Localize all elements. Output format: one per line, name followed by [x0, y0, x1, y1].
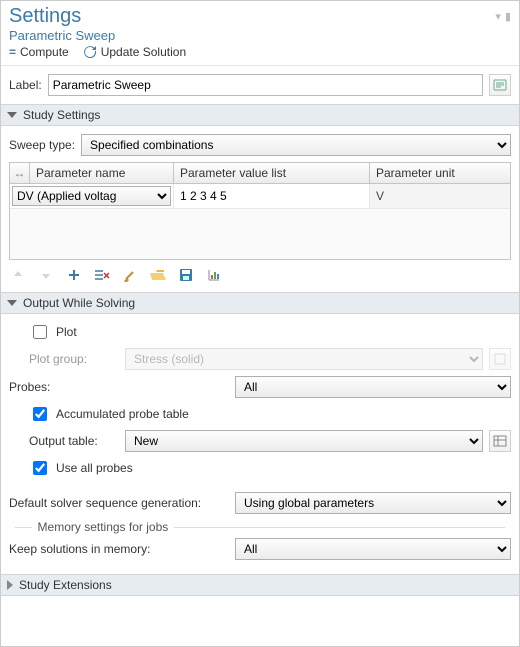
memory-settings-label: Memory settings for jobs — [38, 520, 169, 534]
probes-select[interactable]: All — [235, 376, 511, 398]
plot-group-settings-button — [489, 348, 511, 370]
label-options-button[interactable] — [489, 74, 511, 96]
folder-open-icon — [150, 268, 166, 282]
arrow-down-icon — [39, 268, 53, 282]
update-label: Update Solution — [101, 45, 186, 59]
save-button[interactable] — [177, 266, 195, 284]
compute-button[interactable]: = Compute — [9, 45, 69, 59]
default-solver-label: Default solver sequence generation: — [9, 496, 229, 510]
broom-icon — [123, 268, 137, 282]
sweep-type-select[interactable]: Specified combinations — [81, 134, 511, 156]
use-all-probes-label: Use all probes — [56, 461, 133, 475]
move-up-button[interactable] — [9, 266, 27, 284]
update-solution-button[interactable]: Update Solution — [83, 45, 186, 59]
label-input[interactable] — [48, 74, 483, 96]
table-row[interactable]: DV (Applied voltag V — [10, 184, 510, 209]
output-table-label: Output table: — [29, 434, 119, 448]
plot-group-select: Stress (solid) — [125, 348, 483, 370]
label-field-label: Label: — [9, 78, 42, 92]
section-output-title: Output While Solving — [23, 296, 135, 310]
table-corner-icon[interactable]: ↔ — [10, 163, 30, 183]
table-icon — [493, 434, 507, 448]
compute-label: Compute — [20, 45, 69, 59]
parameter-table: ↔ Parameter name Parameter value list Pa… — [9, 162, 511, 260]
add-button[interactable] — [65, 266, 83, 284]
pin-icon[interactable]: ▮ — [505, 10, 511, 23]
section-study-settings-title: Study Settings — [23, 108, 100, 122]
plot-button[interactable] — [205, 266, 223, 284]
delete-button[interactable] — [93, 266, 111, 284]
settings-icon — [493, 352, 507, 366]
output-table-select[interactable]: New — [125, 430, 483, 452]
param-name-select[interactable]: DV (Applied voltag — [12, 186, 171, 206]
panel-subtitle: Parametric Sweep — [1, 28, 519, 43]
use-all-probes-checkbox[interactable] — [33, 461, 47, 475]
param-values-input[interactable] — [176, 186, 367, 206]
compute-icon: = — [9, 45, 16, 59]
default-solver-select[interactable]: Using global parameters — [235, 492, 511, 514]
col-parameter-unit[interactable]: Parameter unit — [370, 163, 510, 183]
accumulated-probe-label: Accumulated probe table — [56, 407, 189, 421]
plot-checkbox-label: Plot — [56, 325, 77, 339]
section-study-extensions-header[interactable]: Study Extensions — [1, 574, 519, 596]
load-button[interactable] — [149, 266, 167, 284]
param-unit-cell[interactable]: V — [370, 184, 510, 208]
keep-solutions-label: Keep solutions in memory: — [9, 542, 229, 556]
accumulated-probe-checkbox[interactable] — [33, 407, 47, 421]
expand-icon — [7, 300, 17, 306]
refresh-icon — [83, 45, 97, 59]
plot-checkbox[interactable] — [33, 325, 47, 339]
plus-icon — [67, 268, 81, 282]
chart-icon — [207, 268, 221, 282]
section-study-extensions-title: Study Extensions — [19, 578, 112, 592]
save-icon — [179, 268, 193, 282]
expand-icon — [7, 112, 17, 118]
minimize-icon[interactable]: ▾ — [495, 10, 501, 23]
col-parameter-name[interactable]: Parameter name — [30, 163, 174, 183]
output-table-settings-button[interactable] — [489, 430, 511, 452]
plot-group-label: Plot group: — [29, 352, 119, 366]
panel-title: Settings — [9, 5, 495, 28]
tag-icon — [493, 78, 507, 92]
collapse-icon — [7, 580, 13, 590]
arrow-up-icon — [11, 268, 25, 282]
list-delete-icon — [94, 268, 110, 282]
table-empty-area — [10, 209, 510, 259]
section-output-header[interactable]: Output While Solving — [1, 292, 519, 314]
probes-label: Probes: — [9, 380, 229, 394]
move-down-button[interactable] — [37, 266, 55, 284]
keep-solutions-select[interactable]: All — [235, 538, 511, 560]
col-parameter-values[interactable]: Parameter value list — [174, 163, 370, 183]
clear-button[interactable] — [121, 266, 139, 284]
section-study-settings-header[interactable]: Study Settings — [1, 104, 519, 126]
sweep-type-label: Sweep type: — [9, 138, 75, 152]
